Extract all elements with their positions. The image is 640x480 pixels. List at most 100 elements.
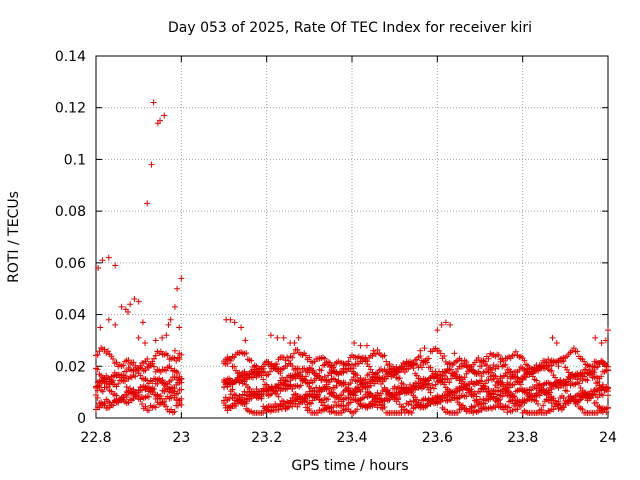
y-axis: 0 0.02 0.04 0.06 0.08 0.1 0.12 0.14 [55, 49, 608, 427]
data-point [125, 308, 131, 315]
data-point [456, 377, 463, 384]
data-point [438, 321, 445, 328]
data-point [333, 382, 340, 389]
data-point [94, 351, 101, 358]
data-point [470, 391, 477, 398]
data-point [427, 389, 434, 396]
data-point [178, 401, 185, 408]
data-point [434, 327, 441, 334]
data-point [579, 406, 586, 413]
data-point [589, 392, 596, 399]
data-point [594, 387, 601, 394]
data-point [104, 348, 111, 355]
data-point [142, 403, 149, 410]
data-point [302, 352, 309, 359]
data-point [145, 393, 152, 400]
data-point [555, 363, 562, 370]
data-point [130, 359, 137, 366]
data-point [449, 389, 456, 396]
chart-title: Day 053 of 2025, Rate Of TEC Index for r… [168, 20, 532, 36]
data-point [342, 379, 349, 386]
data-point [226, 381, 233, 388]
y-tick-label: 0.1 [64, 152, 86, 168]
data-point [301, 398, 308, 405]
data-point [123, 368, 130, 375]
data-point [318, 399, 325, 406]
data-point [148, 161, 155, 168]
data-point [584, 377, 591, 384]
y-tick-label: 0.14 [55, 49, 86, 65]
data-point [308, 390, 315, 397]
data-point [408, 402, 415, 409]
data-point [275, 393, 282, 400]
y-tick-label: 0.08 [55, 204, 86, 220]
data-point [478, 373, 485, 380]
data-point [593, 399, 600, 406]
data-point [407, 398, 414, 405]
data-point [584, 370, 591, 377]
data-point [261, 407, 268, 414]
data-point [478, 363, 485, 370]
data-point [151, 355, 158, 362]
data-point [178, 275, 185, 282]
data-point [552, 374, 559, 381]
data-point [463, 382, 470, 389]
data-point [231, 319, 238, 326]
x-tick-label: 23.6 [422, 430, 453, 446]
data-point [238, 324, 245, 331]
data-point [226, 395, 233, 402]
data-point [366, 363, 373, 370]
data-point [325, 405, 332, 412]
data-point [396, 375, 403, 382]
data-point [599, 383, 606, 390]
data-point [442, 319, 449, 326]
data-point [178, 351, 185, 358]
data-point [137, 372, 144, 379]
data-point [605, 366, 611, 373]
data-point [429, 398, 436, 405]
data-point [162, 380, 169, 387]
data-point [302, 404, 309, 411]
data-point [110, 402, 117, 409]
data-point [96, 348, 103, 355]
y-tick-label: 0.02 [55, 359, 86, 375]
data-point [294, 370, 301, 377]
data-point [504, 373, 511, 380]
data-point [290, 350, 297, 357]
data-point [359, 377, 366, 384]
data-point [550, 406, 557, 413]
data-point [162, 403, 169, 410]
data-point [159, 334, 166, 341]
data-point [171, 347, 178, 354]
data-point [379, 378, 386, 385]
data-point [538, 406, 545, 413]
data-point [297, 382, 304, 389]
data-point [133, 392, 140, 399]
data-point [424, 402, 431, 409]
data-point [499, 393, 506, 400]
data-point [533, 397, 540, 404]
data-point [354, 372, 361, 379]
data-point [478, 406, 485, 413]
data-point [295, 334, 302, 341]
data-point [176, 324, 183, 331]
data-point [372, 378, 379, 385]
data-point [227, 316, 234, 323]
data-point [579, 392, 586, 399]
data-point [425, 355, 432, 362]
data-point [447, 321, 454, 328]
data-point [267, 368, 274, 375]
y-tick-label: 0.04 [55, 308, 86, 324]
data-point [391, 370, 398, 377]
data-point [231, 363, 238, 370]
data-point [227, 357, 234, 364]
data-point [507, 397, 514, 404]
data-point [354, 406, 361, 413]
data-point [246, 374, 253, 381]
data-point [553, 340, 560, 347]
data-point [118, 303, 125, 310]
data-point [502, 361, 509, 368]
data-point [285, 357, 292, 364]
x-axis-label: GPS time / hours [291, 458, 408, 474]
data-point [594, 409, 601, 416]
